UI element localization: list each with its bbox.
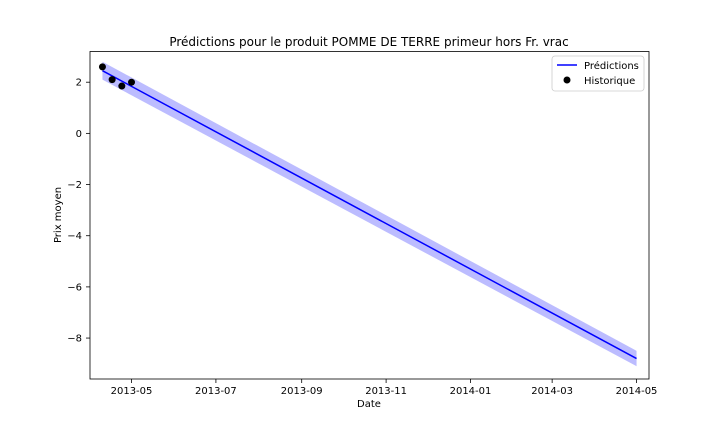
history-point	[118, 82, 126, 90]
x-tick-label: 2013-09	[281, 386, 323, 397]
legend-label-predictions: Prédictions	[584, 60, 639, 72]
y-tick-label: 0	[76, 129, 82, 140]
legend: Prédictions Historique	[551, 55, 645, 92]
history-point	[108, 76, 116, 84]
x-axis-label: Date	[357, 399, 381, 410]
x-tick-label: 2013-05	[111, 386, 153, 397]
y-tick-label: −6	[67, 282, 82, 293]
x-tick-label: 2014-03	[531, 386, 573, 397]
y-tick-label: −2	[67, 180, 82, 191]
history-point	[98, 63, 106, 71]
x-tick-label: 2013-11	[365, 386, 407, 397]
y-axis-label: Prix moyen	[53, 187, 64, 243]
prediction-line-layer	[102, 70, 637, 360]
legend-marker-swatch	[563, 76, 571, 84]
x-tick-label: 2013-07	[195, 386, 237, 397]
y-tick-label: 2	[76, 78, 82, 89]
legend-label-history: Historique	[584, 76, 635, 87]
history-point	[128, 78, 136, 86]
y-tick-label: −8	[67, 334, 82, 345]
x-tick-label: 2014-05	[616, 386, 658, 397]
x-axis-ticks: 2013-05 2013-07 2013-09 2013-11 2014-01 2014-…	[111, 379, 658, 397]
chart-title: Prédictions pour le produit POMME DE TER…	[169, 35, 568, 49]
y-axis-ticks: 2 0 −2 −4 −6 −8	[67, 78, 90, 345]
plot-frame	[89, 51, 650, 380]
history-points-layer	[98, 63, 136, 90]
y-tick-label: −4	[67, 231, 82, 242]
x-tick-label: 2014-01	[450, 386, 492, 397]
prediction-line	[102, 70, 637, 360]
